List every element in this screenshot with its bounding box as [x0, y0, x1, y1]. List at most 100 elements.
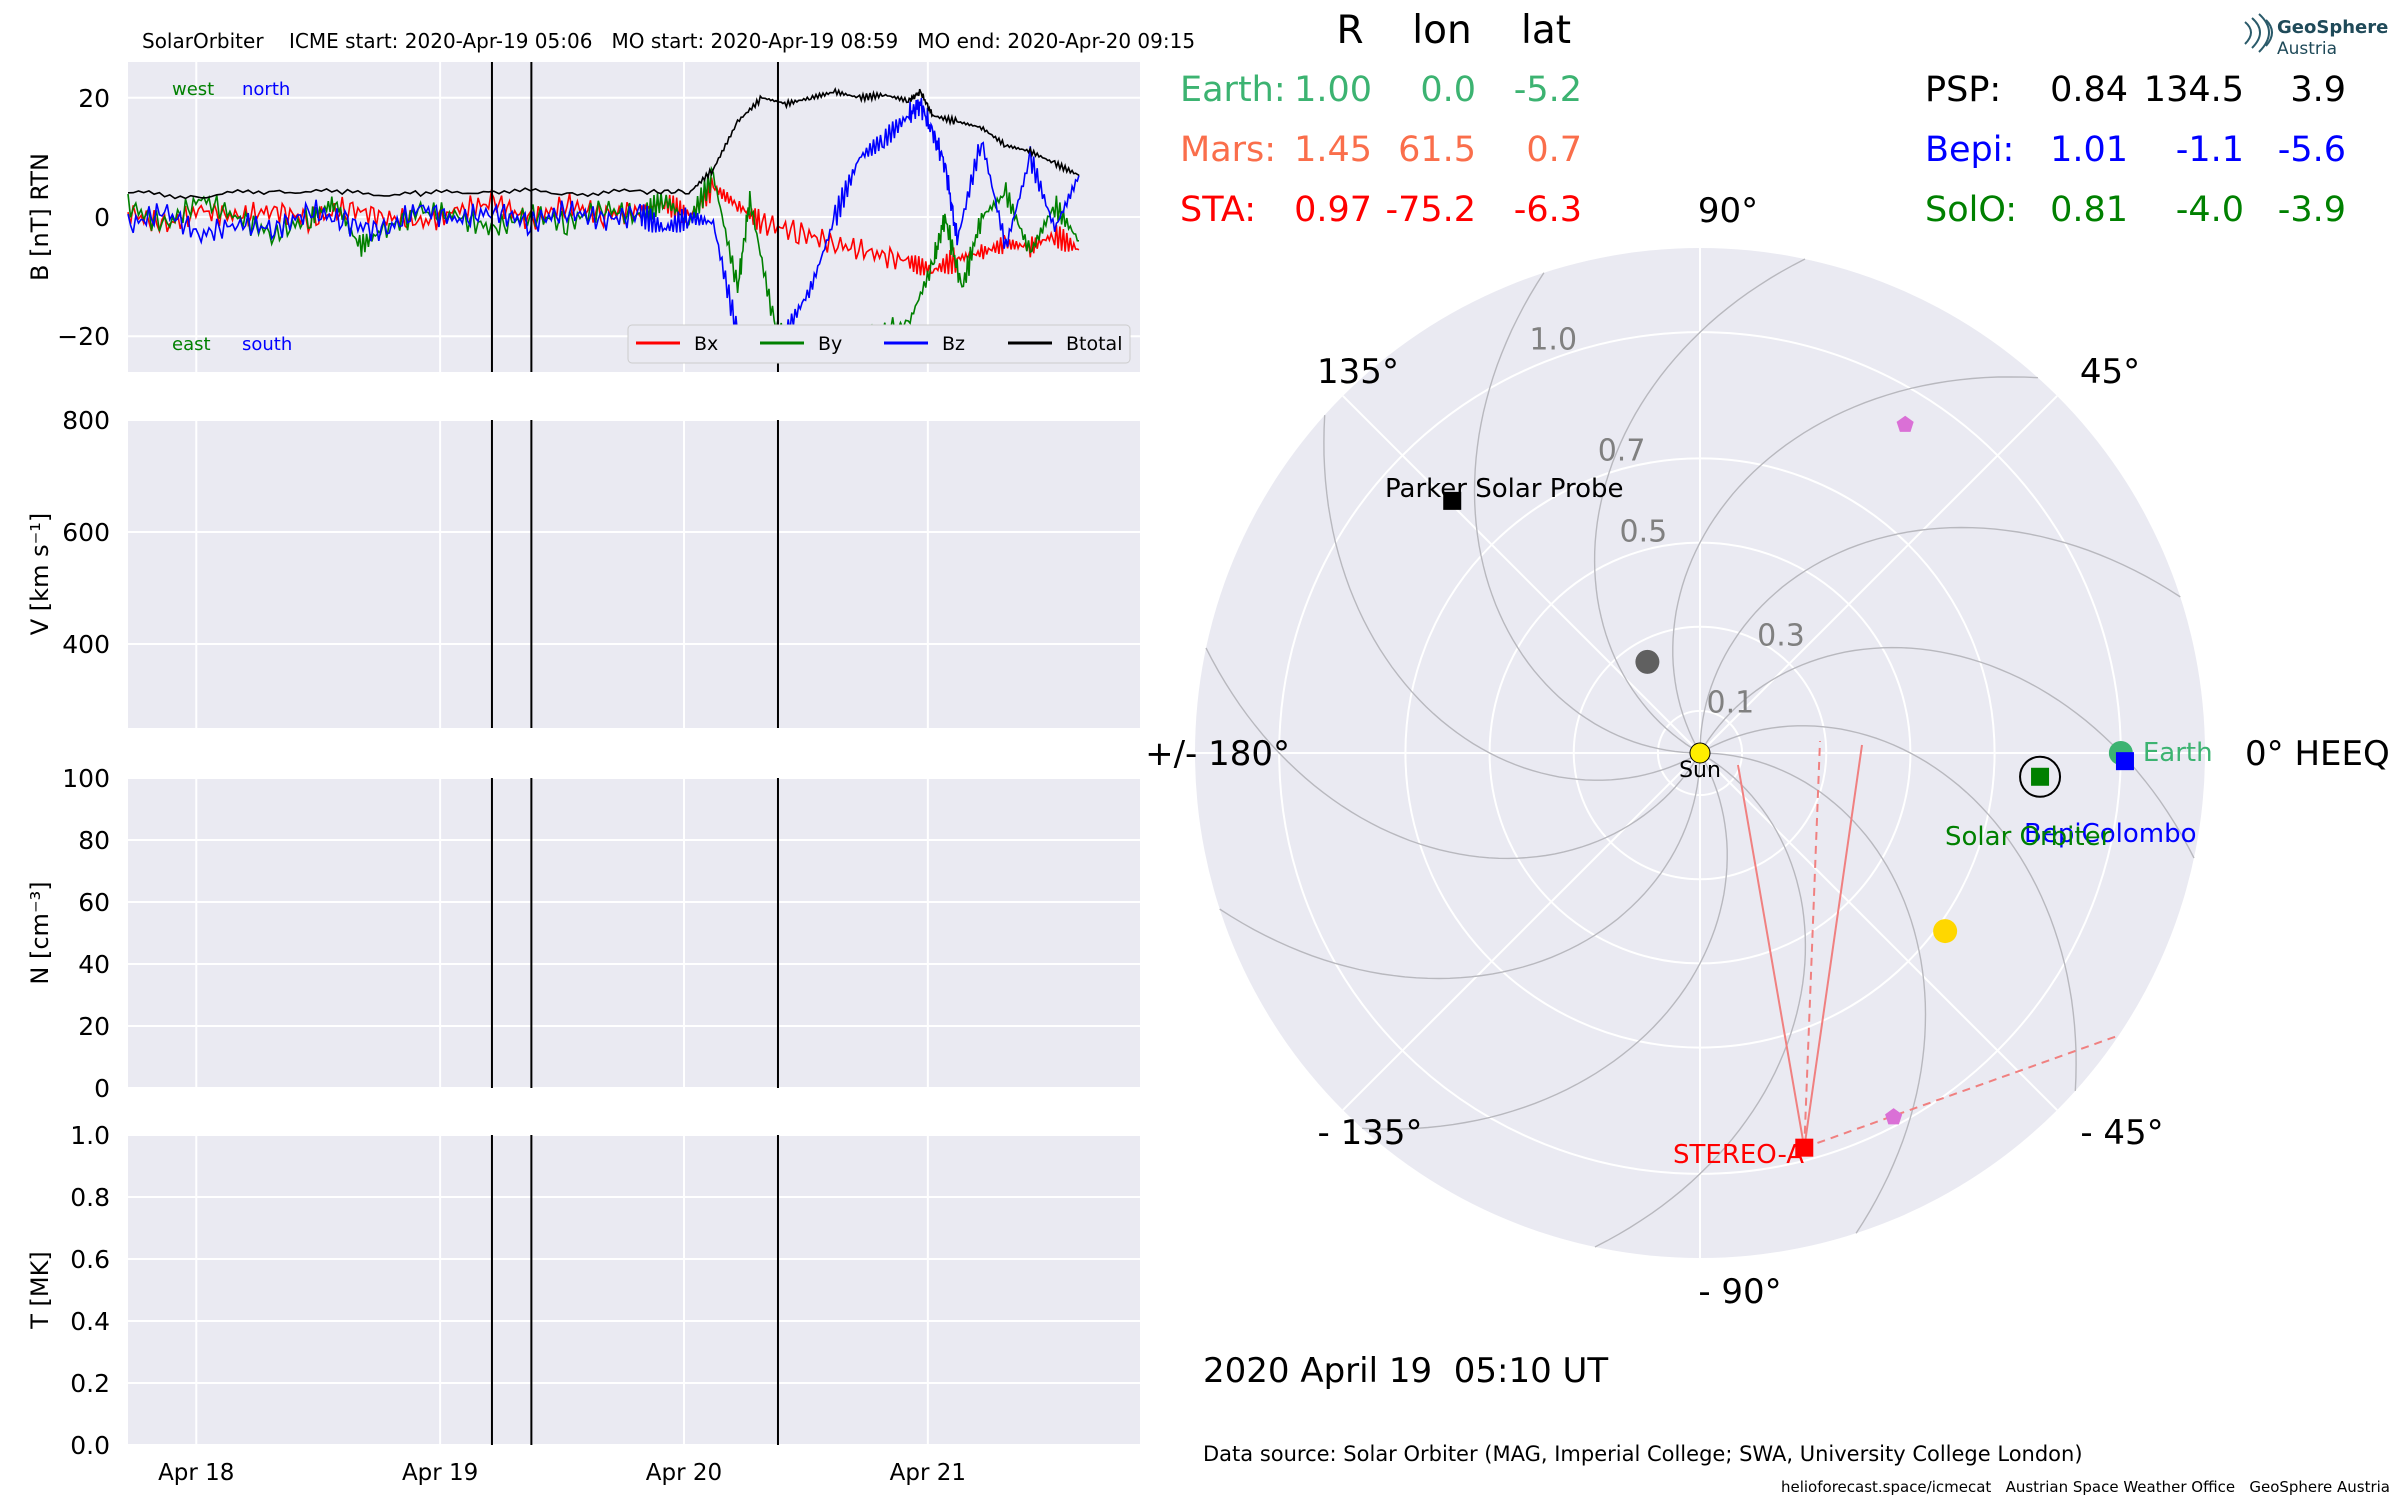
spacecraft-marker-bepicolombo	[2115, 752, 2134, 771]
y-tick-label: 0	[94, 1074, 110, 1103]
r-tick-label: 0.5	[1620, 515, 1668, 550]
angle-label-a135: 135°	[1317, 352, 1399, 392]
planet-marker	[1635, 649, 1660, 674]
y-tick-label: 600	[62, 518, 110, 547]
parker-spiral	[1473, 272, 1692, 754]
table-header-lat: lat	[1520, 8, 1572, 53]
panel-magnetic_field: 20 0 −20 B [nT] RTN west north east south Bx By Bz…	[26, 62, 1140, 372]
geosphere-logo: GeoSphere Austria	[2244, 13, 2388, 59]
y-tick-label: 20	[78, 1012, 110, 1041]
angle-label-am135: - 135°	[1318, 1113, 1423, 1153]
parker-spiral	[1593, 258, 1806, 750]
series-line-btotal	[127, 86, 1080, 200]
y-tick-label: 800	[62, 406, 110, 435]
table-cell-lon: -1.1	[2175, 130, 2244, 170]
logo-line-1: GeoSphere	[2277, 17, 2388, 38]
parker-spiral	[1672, 376, 2038, 746]
time-series-panels: 20 0 −20 B [nT] RTN west north east south Bx By Bz…	[26, 62, 1140, 1486]
table-cell-name: Mars:	[1180, 130, 1277, 170]
parker-spiral	[1699, 526, 2181, 745]
parker-spiral	[1594, 756, 1807, 1248]
table-cell-lat: 0.7	[1526, 130, 1582, 170]
parker-spiral	[1708, 752, 1927, 1234]
panel-background	[128, 778, 1140, 1088]
y-axis-label: N [cm⁻³]	[26, 881, 54, 984]
angular-gridline	[1342, 395, 1701, 754]
y-tick-label: 0	[94, 203, 110, 232]
y-tick-label: 100	[62, 764, 110, 793]
table-cell-name: PSP:	[1925, 70, 2002, 110]
sta-fov-line	[1803, 744, 1863, 1148]
y-axis-label: V [km s⁻¹]	[26, 513, 54, 635]
table-header-lon: lon	[1412, 8, 1472, 53]
table-cell-lat: 3.9	[2290, 70, 2346, 110]
table-cell-r: 1.45	[1294, 130, 1372, 170]
panel-background	[128, 420, 1140, 728]
y-tick-label: 0.8	[70, 1183, 110, 1212]
y-tick-label: −20	[57, 322, 110, 351]
table-cell-lon: 134.5	[2143, 70, 2244, 110]
corner-label-south: south	[242, 334, 292, 355]
x-tick-label: Apr 21	[890, 1460, 966, 1486]
y-tick-label: 0.4	[70, 1307, 110, 1336]
corner-label-east: east	[172, 334, 211, 355]
body-label-solar-orbiter: Solar Orbiter	[1945, 822, 2112, 852]
table-cell-lat: -5.2	[1513, 70, 1582, 110]
angular-gridline	[1342, 752, 1701, 1111]
y-tick-label: 60	[78, 888, 110, 917]
table-cell-lat: -3.9	[2277, 190, 2346, 230]
body-label-sun: Sun	[1679, 758, 1721, 783]
table-cell-lon: 61.5	[1398, 130, 1476, 170]
angular-gridline	[1699, 395, 2058, 754]
x-tick-label: Apr 19	[402, 1460, 478, 1486]
angle-label-am45: - 45°	[2080, 1113, 2163, 1153]
table-cell-lat: -5.6	[2277, 130, 2346, 170]
body-label-stereo-a: STEREO-A	[1673, 1140, 1804, 1170]
table-cell-lon: 0.0	[1420, 70, 1476, 110]
table-cell-r: 0.81	[2050, 190, 2128, 230]
r-tick-label: 0.7	[1598, 433, 1646, 468]
table-cell-r: 1.01	[2050, 130, 2128, 170]
x-tick-label: Apr 20	[646, 1460, 722, 1486]
sun-marker	[1689, 742, 1711, 764]
legend: Bx By Bz Btotal	[627, 324, 1131, 364]
table-cell-r: 0.97	[1294, 190, 1372, 230]
table-cell-lon: -4.0	[2175, 190, 2244, 230]
timestamp: 2020 April 19 05:10 UT	[1203, 1351, 1608, 1391]
table-cell-r: 0.84	[2050, 70, 2128, 110]
r-tick-label: 1.0	[1529, 323, 1577, 358]
y-axis-label: T [MK]	[26, 1251, 54, 1329]
corner-label-west: west	[172, 79, 214, 100]
spacecraft-marker-parker-solar-probe	[1443, 491, 1462, 510]
table-cell-name: Bepi:	[1925, 130, 2015, 170]
y-tick-label: 1.0	[70, 1121, 110, 1150]
legend-entry: Bz	[942, 333, 965, 355]
panel-velocity: 800 600 400 V [km s⁻¹]	[26, 406, 1140, 728]
body-label-bepicolombo: BepiColombo	[2024, 819, 2197, 849]
logo-line-2: Austria	[2277, 39, 2337, 59]
y-tick-label: 0.2	[70, 1369, 110, 1398]
geosphere-logo-icon	[2244, 13, 2273, 53]
angle-label-a0: 0° HEEQ	[2245, 734, 2390, 774]
y-tick-label: 80	[78, 826, 110, 855]
polar-position-plot: 0.10.3 0.5 0.7 1.0 0° HEEQ 45° 90° 135° +/- 180°…	[1145, 191, 2390, 1312]
legend-entry: Btotal	[1066, 333, 1122, 355]
sta-fov-line-dashed	[1803, 740, 1821, 1148]
parker-spiral	[1205, 647, 1697, 860]
x-tick-label: Apr 18	[158, 1460, 234, 1486]
parker-spiral	[1323, 415, 1693, 781]
legend-entry: By	[818, 333, 842, 355]
panel-temperature: 1.0 0.8 0.6 0.4 0.2 0.0 T [MK] Apr 18 Apr 19 Apr …	[26, 1121, 1140, 1486]
planet-marker	[1933, 919, 1958, 944]
table-cell-r: 1.00	[1294, 70, 1372, 110]
table-cell-lon: -75.2	[1385, 190, 1476, 230]
table-cell-name: Earth:	[1180, 70, 1286, 110]
pentagon-marker	[1885, 1108, 1903, 1125]
y-tick-label: 0.0	[70, 1431, 110, 1460]
body-label-earth: Earth	[2143, 738, 2213, 768]
parker-spiral	[1707, 725, 2077, 1091]
sta-fov-line	[1737, 764, 1806, 1148]
legend-entry: Bx	[694, 333, 718, 355]
panel-title: SolarOrbiter ICME start: 2020-Apr-19 05:…	[142, 29, 1195, 53]
